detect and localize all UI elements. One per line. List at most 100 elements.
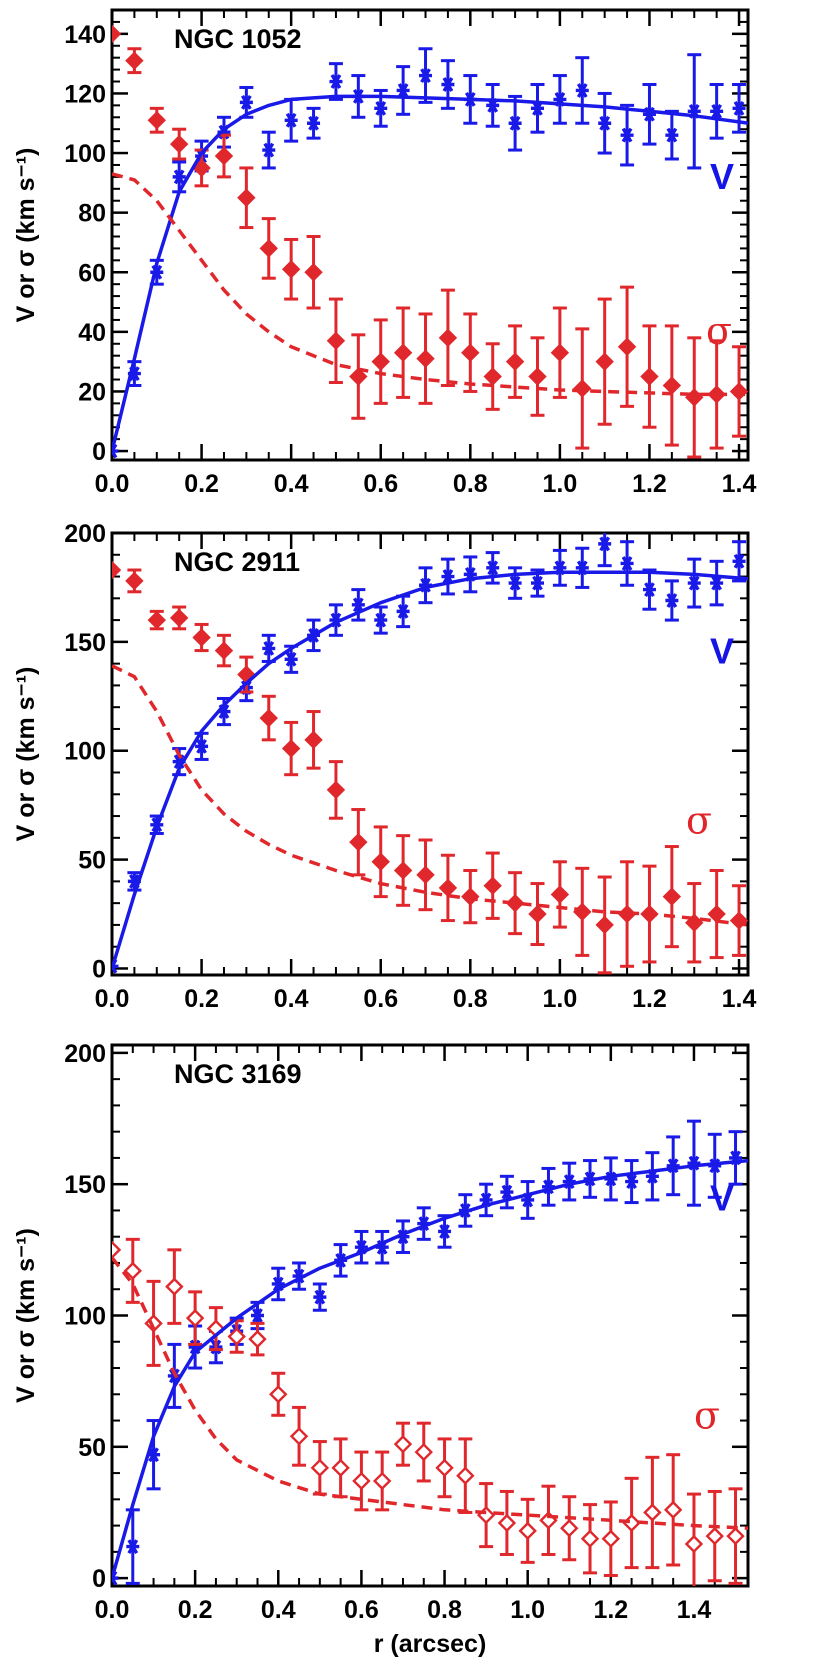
asterisk-marker (374, 100, 388, 116)
sigma-point (125, 47, 144, 75)
v-point (709, 559, 724, 607)
sigma-point (269, 1371, 288, 1417)
sigma-point (259, 217, 278, 280)
diamond-marker (435, 1458, 454, 1478)
asterisk-marker (598, 536, 612, 552)
y-tick-label: 100 (64, 140, 106, 168)
x-tick-label: 0.8 (453, 985, 488, 1013)
sigma-point (573, 866, 592, 957)
diamond-marker (372, 1471, 392, 1491)
y-tick-label: 80 (78, 200, 106, 228)
diamond-marker (726, 1526, 745, 1546)
diamond-marker (550, 885, 570, 904)
v-point (328, 62, 343, 101)
sigma-point (435, 1437, 454, 1499)
v-point (440, 557, 455, 596)
diamond-marker (476, 1505, 496, 1525)
diamond-marker (729, 382, 748, 401)
sigma-point (539, 1484, 558, 1556)
asterisk-marker (307, 115, 321, 131)
y-tick-label: 0 (92, 1565, 106, 1593)
sigma-point (705, 1489, 724, 1583)
diamond-marker (371, 352, 390, 371)
x-tick-label: 0.6 (344, 1596, 379, 1624)
y-tick-label: 40 (78, 319, 106, 347)
sigma-point (483, 851, 502, 920)
sigma-point (662, 324, 682, 447)
sigma-point (349, 333, 368, 420)
diamond-marker (304, 263, 323, 282)
asterisk-marker (239, 95, 253, 110)
v-point (396, 594, 411, 629)
v-point (312, 1282, 327, 1312)
sigma-point (281, 720, 301, 777)
diamond-marker (393, 861, 413, 880)
sigma-point (112, 1240, 122, 1260)
diamond-marker (416, 865, 435, 885)
sigma-point (707, 868, 726, 960)
v-point (351, 588, 366, 622)
diamond-marker (185, 1308, 205, 1328)
diamond-marker (438, 328, 458, 348)
sigma-point (461, 868, 480, 925)
x-tick-label: 0.2 (184, 470, 219, 498)
v-point (620, 103, 635, 167)
y-tick-label: 200 (64, 520, 106, 548)
asterisk-marker (620, 556, 634, 571)
sigma-series-label: σ (686, 798, 712, 842)
v-point (261, 130, 276, 170)
x-tick-label: 1.4 (722, 985, 757, 1013)
diamond-marker (214, 146, 234, 166)
sigma-point (416, 312, 435, 405)
asterisk-marker (625, 1174, 639, 1189)
x-tick-label: 1.2 (632, 985, 667, 1013)
y-tick-label: 100 (64, 1303, 106, 1331)
sigma-point (684, 1492, 704, 1586)
data-layer (112, 533, 748, 975)
diamond-marker (461, 343, 480, 362)
sigma-point (528, 336, 547, 417)
x-tick-label: 0.8 (453, 470, 488, 498)
diamond-marker (729, 911, 748, 930)
x-tick-label: 0.0 (95, 1596, 130, 1624)
sigma-point (185, 1290, 205, 1346)
v-point (620, 540, 635, 587)
v-point (666, 1135, 681, 1197)
x-tick-label: 0.4 (274, 985, 309, 1013)
diamond-marker (685, 388, 704, 407)
v-point (520, 1180, 535, 1220)
v-point (373, 605, 388, 635)
y-tick-label: 200 (64, 1040, 106, 1068)
sigma-point (123, 1237, 142, 1304)
sigma-point (580, 1503, 600, 1575)
diamond-marker (416, 349, 435, 368)
diamond-marker (304, 730, 323, 750)
sigma-point (304, 710, 323, 770)
asterisk-marker (687, 575, 701, 591)
v-point (530, 83, 545, 134)
v-point (575, 56, 590, 125)
sigma-model-curve (112, 664, 748, 927)
x-tick-label: 0.6 (363, 985, 398, 1013)
x-tick-label: 0.2 (178, 1596, 213, 1624)
sigma-point (372, 1450, 392, 1512)
asterisk-marker (329, 74, 343, 89)
sigma-point (595, 875, 614, 975)
sigma-point (550, 860, 570, 929)
sigma-point (169, 605, 189, 631)
diamond-marker (169, 608, 189, 628)
diamond-marker (237, 188, 256, 207)
y-tick-label: 100 (64, 738, 106, 766)
sigma-point (595, 297, 614, 426)
x-tick-label: 0.8 (427, 1596, 462, 1624)
v-point (271, 1266, 286, 1302)
sigma-point (165, 1248, 184, 1325)
v-point (687, 53, 702, 170)
sigma-point (248, 1321, 267, 1357)
y-axis-label: V or σ (km s⁻¹) (12, 148, 40, 323)
sigma-point (461, 312, 480, 393)
v-point (541, 1166, 556, 1207)
sigma-point (643, 1455, 662, 1570)
sigma-point (622, 1476, 641, 1570)
